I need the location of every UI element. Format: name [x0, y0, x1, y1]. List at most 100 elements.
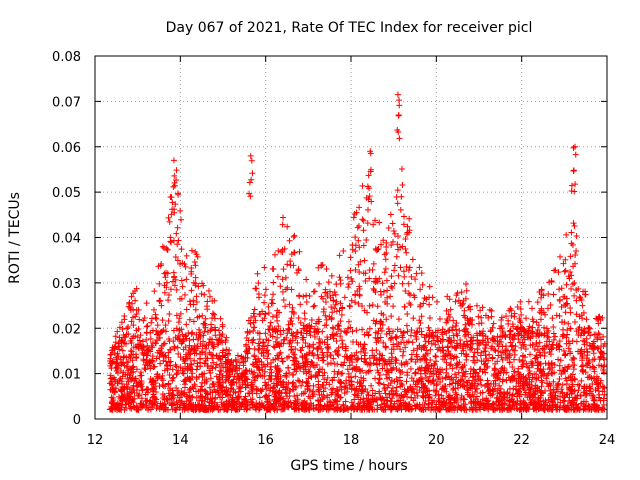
data-point: [382, 256, 389, 263]
data-point: [450, 317, 457, 324]
data-point: [370, 359, 377, 366]
data-point: [578, 377, 585, 384]
data-point: [109, 346, 116, 353]
data-point: [350, 365, 357, 372]
data-point: [295, 266, 302, 273]
data-point: [328, 359, 335, 366]
data-point: [303, 292, 310, 299]
data-point: [366, 193, 373, 200]
data-point: [147, 365, 154, 372]
data-point: [571, 406, 578, 413]
data-point: [252, 356, 259, 363]
data-point: [453, 331, 460, 338]
data-point: [571, 292, 578, 299]
data-point: [447, 361, 454, 368]
data-point: [457, 300, 464, 307]
data-point: [400, 348, 407, 355]
data-point: [527, 391, 534, 398]
data-point: [396, 135, 403, 142]
data-point: [250, 319, 257, 326]
data-point: [303, 276, 310, 283]
data-point: [327, 351, 334, 358]
data-point: [206, 293, 213, 300]
data-point: [428, 340, 435, 347]
data-point: [416, 303, 423, 310]
data-point: [265, 337, 272, 344]
data-point: [404, 372, 411, 379]
data-point: [483, 364, 490, 371]
data-point: [247, 152, 254, 159]
data-point: [170, 157, 177, 164]
data-point: [329, 309, 336, 316]
data-point: [401, 361, 408, 368]
data-point: [337, 394, 344, 401]
data-point: [165, 318, 172, 325]
data-point: [417, 286, 424, 293]
data-point: [253, 386, 260, 393]
data-point: [169, 400, 176, 407]
data-point: [150, 364, 157, 371]
data-point: [567, 348, 574, 355]
data-point: [482, 345, 489, 352]
data-point: [219, 321, 226, 328]
data-point: [118, 404, 125, 411]
data-point: [310, 303, 317, 310]
data-point: [281, 336, 288, 343]
data-point: [268, 369, 275, 376]
data-point: [392, 334, 399, 341]
data-point: [270, 266, 277, 273]
data-point: [395, 272, 402, 279]
data-point: [307, 400, 314, 407]
data-point: [126, 405, 133, 412]
data-point: [432, 358, 439, 365]
data-point: [581, 338, 588, 345]
data-point: [158, 342, 165, 349]
data-point: [438, 392, 445, 399]
data-point: [297, 329, 304, 336]
data-point: [353, 327, 360, 334]
data-point: [377, 334, 384, 341]
data-point: [140, 351, 147, 358]
data-point: [572, 151, 579, 158]
data-point: [419, 281, 426, 288]
data-point: [285, 379, 292, 386]
data-point: [579, 302, 586, 309]
data-point: [408, 406, 415, 413]
data-point: [323, 322, 330, 329]
data-point: [380, 406, 387, 413]
data-point: [580, 337, 587, 344]
data-point: [169, 278, 176, 285]
data-point: [433, 380, 440, 387]
data-point: [503, 347, 510, 354]
axis-ticks: 12 14 16 18 20 22 2400.010.020.030.040.050.060…: [52, 50, 615, 448]
data-point: [264, 347, 271, 354]
data-point: [519, 352, 526, 359]
data-point: [399, 352, 406, 359]
data-point: [306, 322, 313, 329]
data-point: [409, 339, 416, 346]
data-point: [241, 396, 248, 403]
data-point: [128, 293, 135, 300]
data-point: [429, 378, 436, 385]
data-point: [128, 351, 135, 358]
data-point: [126, 391, 133, 398]
data-point: [140, 343, 147, 350]
data-point: [516, 356, 523, 363]
data-point: [425, 324, 432, 331]
data-point: [150, 385, 157, 392]
data-point: [194, 253, 201, 260]
data-point: [435, 338, 442, 345]
data-point: [345, 284, 352, 291]
data-point: [209, 341, 216, 348]
data-point: [106, 380, 113, 387]
data-point: [556, 286, 563, 293]
data-point: [204, 306, 211, 313]
data-point: [335, 352, 342, 359]
data-point: [383, 361, 390, 368]
data-point: [291, 232, 298, 239]
data-point: [294, 339, 301, 346]
data-point: [178, 246, 185, 253]
data-point: [239, 373, 246, 380]
data-point: [187, 366, 194, 373]
data-point: [321, 369, 328, 376]
